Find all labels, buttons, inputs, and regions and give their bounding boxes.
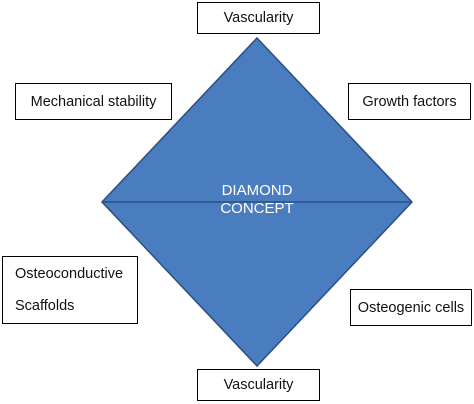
label-top: Vascularity [223,10,294,26]
label-box-mechanical-stability: Mechanical stability [15,83,172,120]
label-box-top-vascularity: Vascularity [197,2,320,34]
label-bottom: Vascularity [223,377,294,393]
label-box-bottom-vascularity: Vascularity [197,369,320,401]
label-box-growth-factors: Growth factors [348,83,471,120]
center-title-line1: DIAMOND [221,182,293,199]
label-top-right: Growth factors [362,93,457,110]
label-box-osteogenic-cells: Osteogenic cells [350,289,472,326]
label-bottom-left-line1: Osteoconductive [15,266,124,282]
label-top-left: Mechanical stability [30,93,157,110]
label-bottom-left-line2: Scaffolds [15,298,75,314]
label-box-osteoconductive-scaffolds: Osteoconductive Scaffolds [2,256,138,324]
center-title-line2: CONCEPT [220,200,294,217]
center-title: DIAMOND CONCEPT [157,182,357,218]
label-bottom-right: Osteogenic cells [357,299,465,316]
